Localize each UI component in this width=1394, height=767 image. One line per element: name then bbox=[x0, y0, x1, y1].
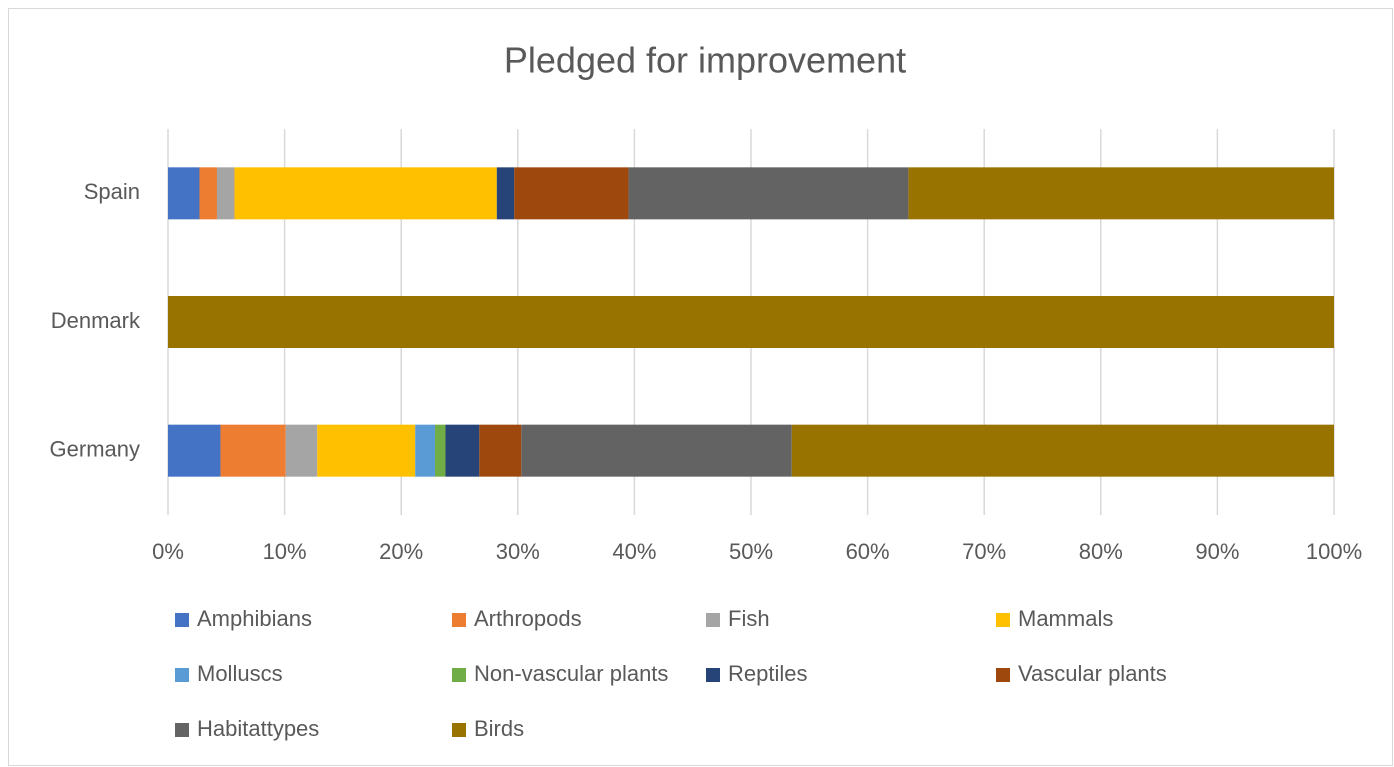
legend-label: Fish bbox=[728, 606, 770, 631]
legend-label: Amphibians bbox=[197, 606, 312, 631]
bar-segment bbox=[628, 167, 909, 220]
bar-segment bbox=[285, 424, 318, 477]
bar-segment bbox=[220, 424, 286, 477]
y-tick-label: Spain bbox=[84, 179, 140, 204]
x-tick-label: 80% bbox=[1079, 539, 1123, 564]
bar-segment bbox=[216, 167, 235, 220]
legend-label: Birds bbox=[474, 716, 524, 741]
bar-segment bbox=[234, 167, 497, 220]
y-tick-label: Denmark bbox=[51, 308, 141, 333]
x-tick-label: 0% bbox=[152, 539, 184, 564]
x-tick-label: 30% bbox=[496, 539, 540, 564]
legend-swatch bbox=[706, 668, 720, 682]
x-tick-label: 40% bbox=[612, 539, 656, 564]
bar-segment bbox=[168, 424, 221, 477]
legend-swatch bbox=[175, 668, 189, 682]
bar-segment bbox=[168, 167, 200, 220]
legend-label: Reptiles bbox=[728, 661, 807, 686]
bar-segment bbox=[479, 424, 522, 477]
legend-label: Vascular plants bbox=[1018, 661, 1167, 686]
legend-swatch bbox=[175, 723, 189, 737]
x-tick-label: 70% bbox=[962, 539, 1006, 564]
legend-swatch bbox=[996, 613, 1010, 627]
bar-segment bbox=[199, 167, 217, 220]
y-tick-label: Germany bbox=[50, 436, 140, 461]
legend-swatch bbox=[452, 613, 466, 627]
bar-segment bbox=[791, 424, 1334, 477]
legend-label: Non-vascular plants bbox=[474, 661, 668, 686]
bar-segment bbox=[521, 424, 792, 477]
x-tick-label: 50% bbox=[729, 539, 773, 564]
bar-segment bbox=[435, 424, 446, 477]
x-tick-label: 100% bbox=[1306, 539, 1362, 564]
bar-segment bbox=[317, 424, 416, 477]
chart-title: Pledged for improvement bbox=[504, 40, 906, 81]
legend-label: Molluscs bbox=[197, 661, 283, 686]
legend-swatch bbox=[996, 668, 1010, 682]
x-tick-label: 10% bbox=[263, 539, 307, 564]
bar-segment bbox=[514, 167, 629, 220]
x-tick-label: 60% bbox=[846, 539, 890, 564]
legend-label: Mammals bbox=[1018, 606, 1113, 631]
bar-segment bbox=[445, 424, 480, 477]
bar-segment bbox=[496, 167, 515, 220]
chart-frame bbox=[8, 8, 1393, 766]
legend-swatch bbox=[706, 613, 720, 627]
legend-label: Habitattypes bbox=[197, 716, 319, 741]
legend-label: Arthropods bbox=[474, 606, 582, 631]
x-tick-label: 90% bbox=[1195, 539, 1239, 564]
legend-swatch bbox=[452, 723, 466, 737]
legend-swatch bbox=[175, 613, 189, 627]
bar-segment bbox=[908, 167, 1334, 220]
legend-swatch bbox=[452, 668, 466, 682]
bar-segment bbox=[168, 296, 1334, 348]
bar-segment bbox=[415, 424, 436, 477]
x-tick-label: 20% bbox=[379, 539, 423, 564]
